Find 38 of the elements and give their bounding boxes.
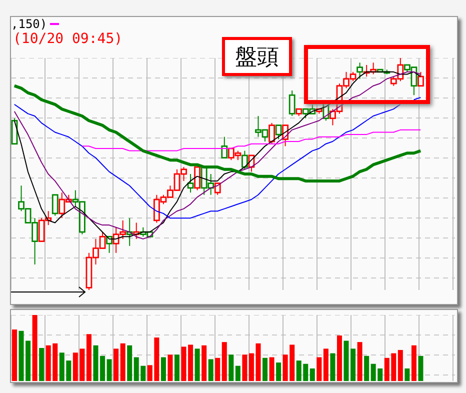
bar (120, 343, 126, 381)
bar (418, 356, 424, 381)
bar (398, 350, 403, 381)
bar (202, 345, 207, 381)
bar (276, 362, 282, 381)
bar (100, 356, 106, 381)
annotation: 盤頭 (222, 37, 292, 76)
bar (174, 354, 180, 381)
bar (160, 357, 166, 381)
bar (39, 348, 44, 381)
bar (208, 359, 214, 381)
bar (242, 354, 248, 381)
bar (222, 342, 227, 381)
bar (93, 345, 98, 381)
legend-label: ,150) (11, 17, 48, 31)
bar (269, 357, 274, 381)
bar (404, 368, 410, 381)
bar (310, 368, 315, 381)
bar (12, 330, 17, 381)
bar (114, 348, 119, 381)
text: (10/20 09:45) (13, 31, 123, 47)
bar (228, 354, 234, 381)
bar (86, 334, 92, 381)
bar (336, 335, 342, 381)
bar (106, 359, 112, 381)
bar (364, 356, 370, 381)
bar (235, 366, 240, 381)
bar (168, 354, 173, 381)
bar (323, 348, 328, 381)
bar (316, 357, 322, 381)
bar (127, 345, 132, 381)
bar (215, 358, 220, 381)
bar (357, 342, 362, 381)
bar (32, 315, 38, 381)
bar (194, 348, 200, 381)
bar (262, 358, 268, 381)
bar (411, 345, 416, 381)
bar (330, 353, 336, 381)
